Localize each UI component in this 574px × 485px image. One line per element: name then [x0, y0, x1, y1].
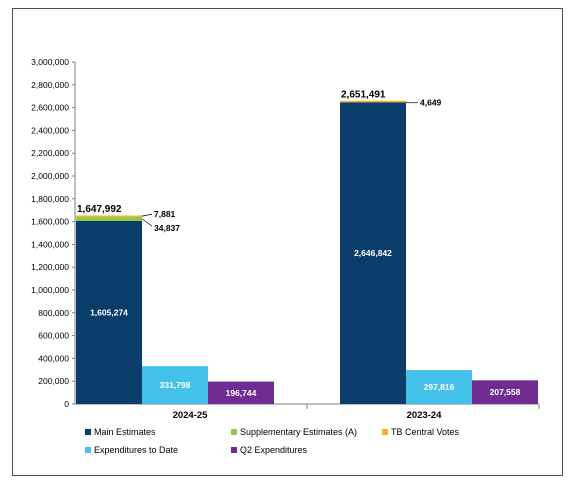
bar-tb-central-votes	[76, 215, 142, 218]
y-tick-label: 800,000	[38, 308, 69, 318]
x-category-label: 2024-25	[173, 410, 209, 421]
y-tick-label: 1,200,000	[31, 262, 69, 272]
total-label: 2,651,491	[341, 90, 386, 101]
y-tick-label: 1,400,000	[31, 239, 69, 249]
data-label: 207,558	[490, 387, 521, 397]
y-tick-label: 200,000	[38, 376, 69, 386]
leader-line	[141, 218, 153, 227]
bar-q2-expenditures	[472, 380, 538, 404]
data-label: 297,816	[424, 382, 455, 392]
y-tick-label: 1,000,000	[31, 285, 69, 295]
bar-chart: 0 200,000 400,000 600,000 800,000 1,000,000 1,…	[31, 57, 540, 455]
legend-swatch	[382, 429, 388, 435]
legend-swatch	[85, 429, 91, 435]
y-tick-label: 1,800,000	[31, 194, 69, 204]
legend-label: Q2 Expenditures	[240, 445, 308, 455]
total-label: 1,647,992	[77, 204, 122, 215]
data-label: 7,881	[154, 209, 176, 219]
y-tick-label: 3,000,000	[31, 57, 69, 67]
bar-expenditures-to-date	[142, 366, 208, 404]
x-category-label: 2023-24	[407, 410, 443, 421]
data-label: 331,798	[160, 380, 191, 390]
y-tick-label: 0	[64, 399, 69, 409]
y-tick-label: 400,000	[38, 353, 69, 363]
legend-swatch	[231, 447, 237, 453]
bar-main-estimates	[340, 102, 406, 404]
data-label: 2,646,842	[354, 248, 392, 258]
legend-swatch	[231, 429, 237, 435]
bar-main-estimates	[76, 220, 142, 404]
bar-expenditures-to-date	[406, 370, 472, 404]
y-tick-label: 2,200,000	[31, 148, 69, 158]
bar-q2-expenditures	[208, 381, 274, 404]
y-tick-label: 1,600,000	[31, 217, 69, 227]
y-tick-label: 2,400,000	[31, 125, 69, 135]
y-tick-label: 2,800,000	[31, 80, 69, 90]
y-tick-label: 2,600,000	[31, 103, 69, 113]
legend-label: Expenditures to Date	[94, 445, 178, 455]
bar-supplementary-estimates-a-	[76, 217, 142, 221]
chart-frame: 0 200,000 400,000 600,000 800,000 1,000,000 1,…	[12, 8, 563, 476]
data-label: 196,744	[226, 388, 257, 398]
legend-label: Supplementary Estimates (A)	[240, 427, 357, 437]
legend-label: TB Central Votes	[391, 427, 460, 437]
legend-label: Main Estimates	[94, 427, 156, 437]
data-label: 4,649	[420, 98, 442, 108]
legend-swatch	[85, 447, 91, 453]
y-tick-label: 600,000	[38, 331, 69, 341]
leader-line	[141, 213, 153, 217]
y-tick-label: 2,000,000	[31, 171, 69, 181]
data-label: 34,837	[154, 223, 180, 233]
bar-tb-central-votes	[340, 100, 406, 103]
data-label: 1,605,274	[90, 307, 128, 317]
